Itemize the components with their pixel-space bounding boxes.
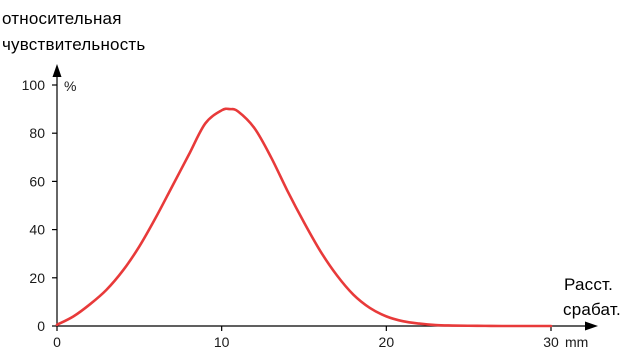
y-tick-label: 0	[37, 318, 45, 334]
x-tick-label: 20	[379, 334, 395, 350]
y-tick-label: 100	[22, 77, 46, 93]
y-axis-title-line-1: относительная	[2, 9, 122, 28]
x-tick-label: 0	[53, 334, 61, 350]
y-tick-label: 60	[29, 173, 45, 189]
x-axis-arrow	[585, 321, 598, 331]
axes	[52, 64, 598, 331]
ticks: 0 20 40 60 80 100 0 10 20 30 mm	[22, 77, 589, 350]
y-unit-label: %	[64, 78, 76, 94]
x-tick-label: 10	[214, 334, 230, 350]
y-tick-label: 40	[29, 222, 45, 238]
series-line	[55, 107, 553, 328]
y-tick-label: 20	[29, 270, 45, 286]
data-layer	[55, 107, 553, 328]
x-tick-label: 30	[543, 334, 559, 350]
x-axis-title-line-1: Расст.	[564, 275, 613, 294]
x-axis-title-line-2: срабат.	[563, 300, 621, 319]
y-axis-arrow	[52, 64, 62, 77]
y-axis-title-line-2: чувствительность	[2, 35, 145, 54]
x-unit-label: mm	[565, 334, 588, 350]
y-tick-label: 80	[29, 125, 45, 141]
